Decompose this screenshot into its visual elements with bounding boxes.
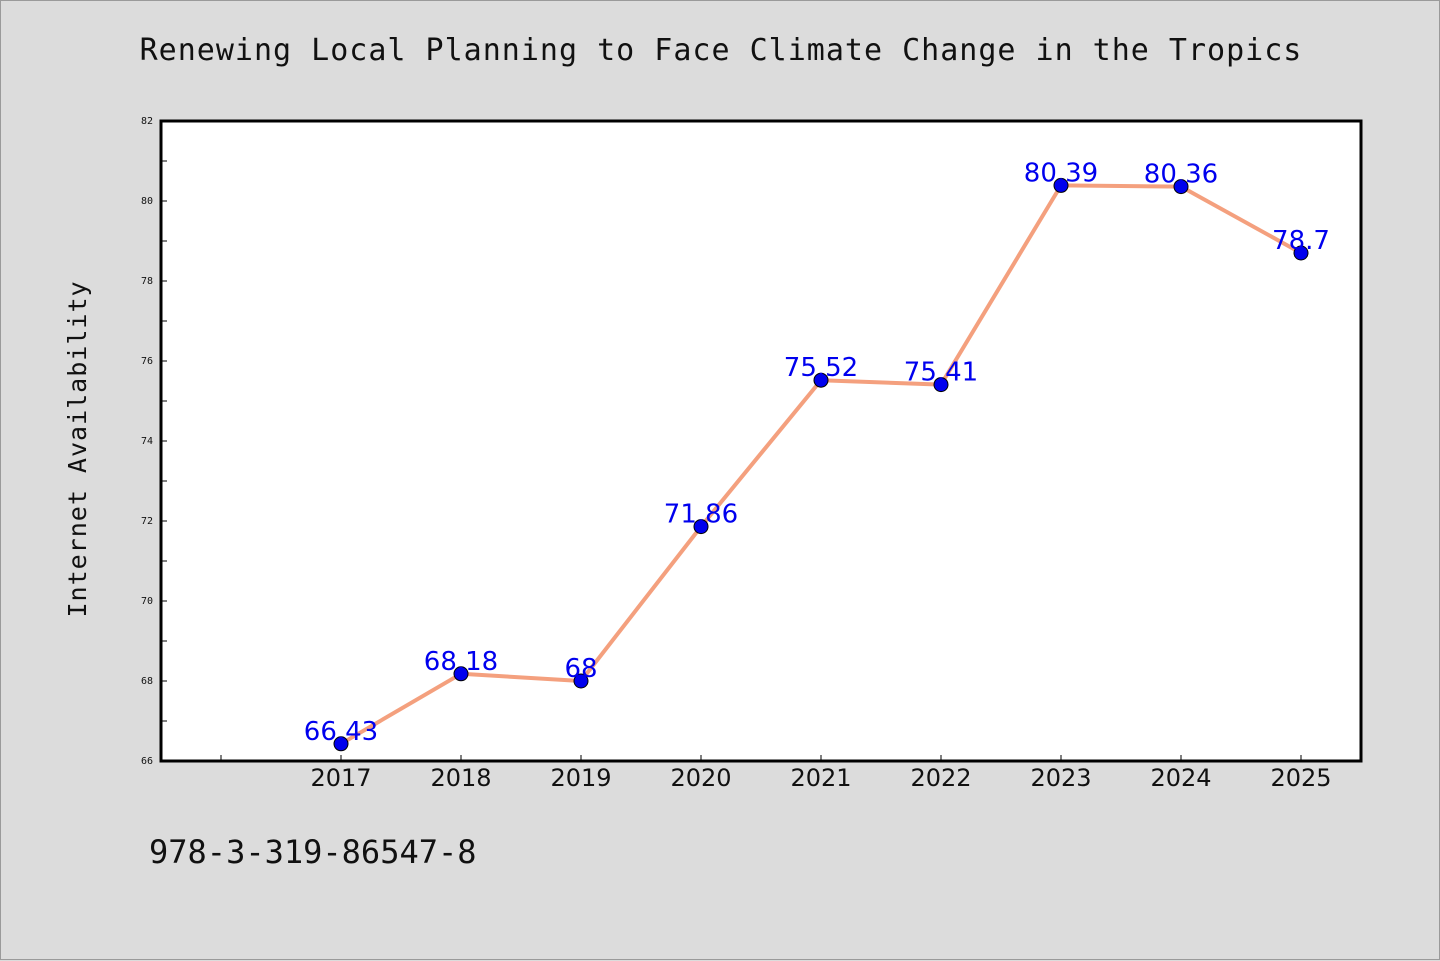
data-point: [573, 673, 589, 689]
y-tick-label: 80: [141, 196, 153, 207]
series-group: 66.43 68.18 68 71.86 75.52 75.41 80.39 80.36 78.…: [304, 158, 1330, 752]
data-label: 66.43: [304, 717, 378, 747]
x-tick-label: 2018: [430, 764, 491, 792]
data-label: 68: [564, 654, 597, 684]
y-tick-label: 76: [141, 356, 153, 367]
y-tick-label: 70: [141, 596, 153, 607]
y-tick-label: 78: [141, 276, 153, 287]
plot-area: [159, 119, 1363, 763]
data-point: [1293, 245, 1309, 261]
data-label: 80.39: [1024, 158, 1098, 188]
data-label: 78.7: [1272, 226, 1330, 256]
data-label: 80.36: [1144, 160, 1218, 190]
x-tick-label: 2021: [790, 764, 851, 792]
x-tick-label: 2022: [910, 764, 971, 792]
data-point: [453, 666, 469, 682]
x-tick-label: 2020: [670, 764, 731, 792]
y-tick-label: 66: [141, 756, 153, 767]
y-tick-label: 72: [141, 516, 153, 527]
data-point: [1173, 179, 1189, 195]
data-label: 75.41: [904, 358, 978, 388]
data-point: [333, 736, 349, 752]
isbn-text: 978-3-319-86547-8: [149, 833, 477, 871]
x-tick-label: 2019: [550, 764, 611, 792]
chart-title: Renewing Local Planning to Face Climate …: [139, 33, 1303, 68]
y-axis: 66 68 70 72 74 76 78 80 82: [141, 116, 167, 767]
x-tick-label: 2017: [310, 764, 371, 792]
y-tick-label: 82: [141, 116, 153, 127]
data-label: 68.18: [424, 647, 498, 677]
data-label: 71.86: [664, 500, 738, 530]
data-point: [1053, 177, 1069, 193]
data-point: [693, 519, 709, 535]
data-point: [933, 377, 949, 393]
data-point: [813, 372, 829, 388]
data-label: 75.52: [784, 353, 858, 383]
x-tick-label: 2025: [1270, 764, 1331, 792]
y-tick-label: 74: [141, 436, 153, 447]
y-tick-label: 68: [141, 676, 153, 687]
x-axis: 2017 2018 2019 2020 2021 2022 2023 2024 2025: [220, 755, 1332, 792]
y-axis-label: Internet Availability: [63, 280, 92, 617]
x-tick-label: 2024: [1150, 764, 1211, 792]
x-tick-label: 2023: [1030, 764, 1091, 792]
